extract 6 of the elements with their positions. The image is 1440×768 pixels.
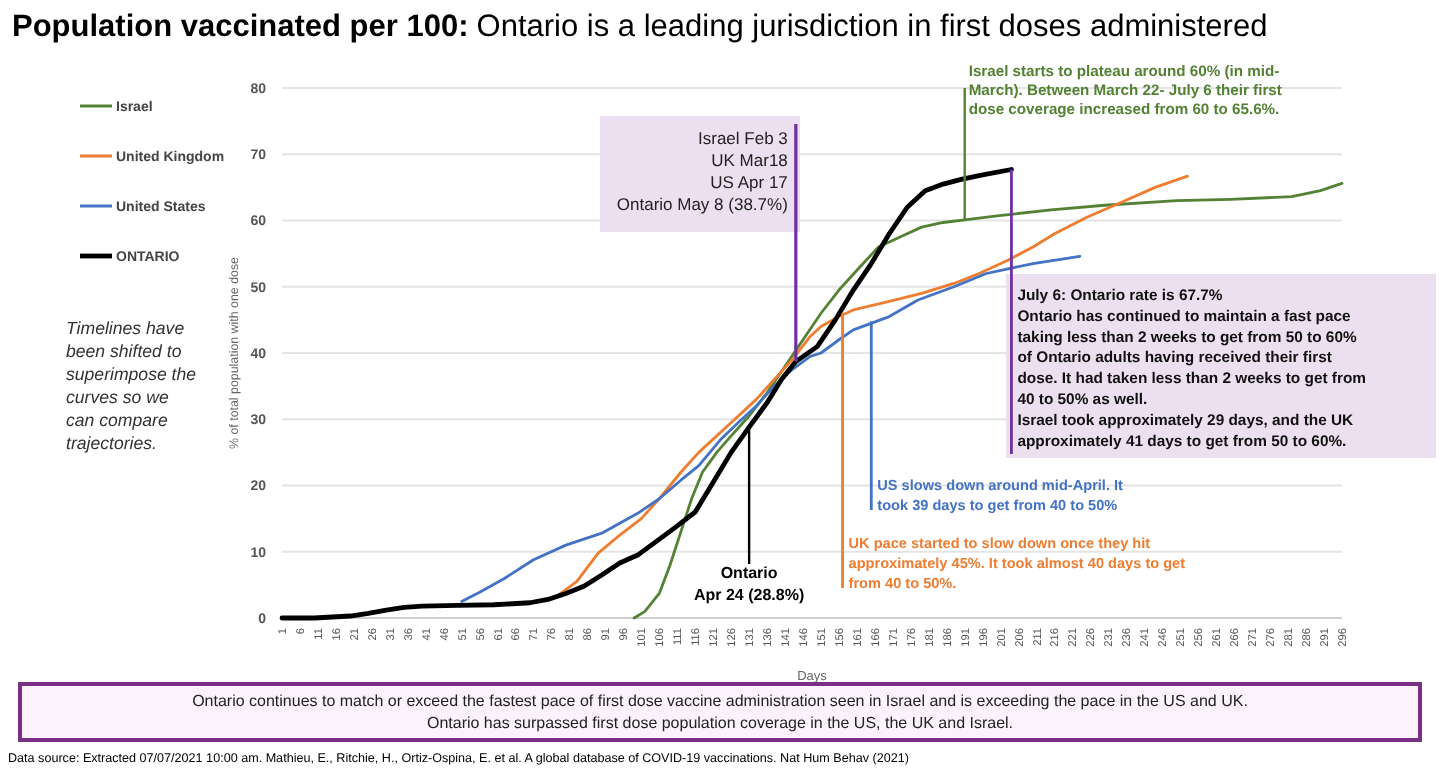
text: Ontario continues to match or exceed the fastest pace of first dose vaccine administration seen in Israel and is exceeding the pace in the US and UK. Ontario has surpassed first dose population coverage in the US, the UK and Israel.	[192, 692, 1248, 732]
annotation: Israel Feb 3 UK Mar18 US Apr 17 Ontario May 8 (38.7%)	[616, 128, 789, 214]
annotation: Ontario Apr 24 (28.8%)	[693, 564, 805, 604]
chart-title: Population vaccinated per 100:	[12, 10, 469, 44]
text: Timelines have been shifted to superimpose the curves so we can compare trajectories.	[66, 318, 197, 453]
chart-subtitle: Ontario is a leading jurisdiction in first doses administered	[476, 10, 1268, 44]
